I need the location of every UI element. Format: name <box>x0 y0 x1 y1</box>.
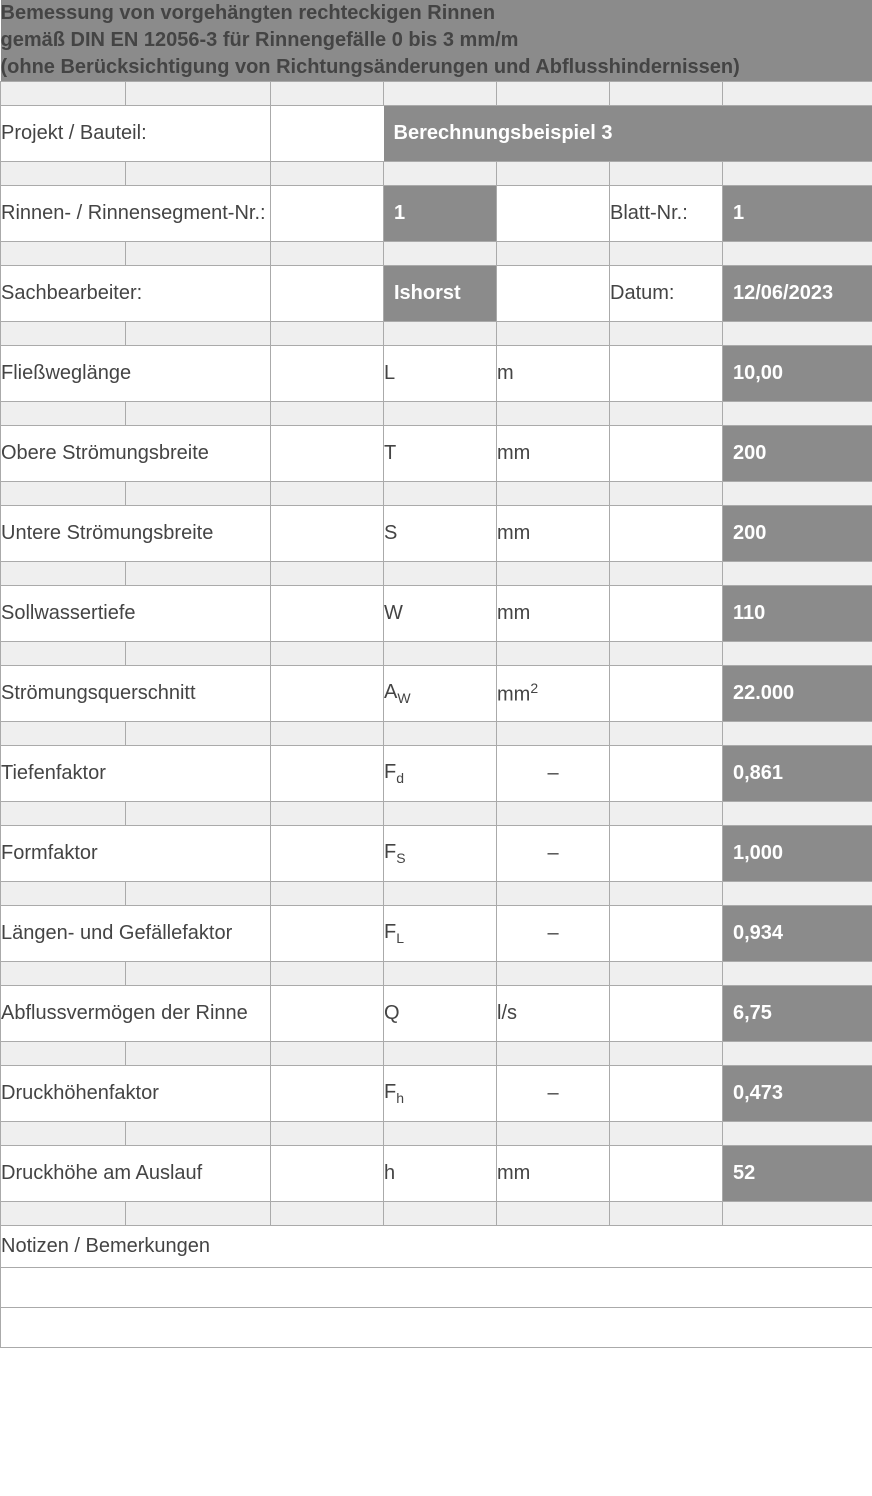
row-Q-sym: Q <box>384 986 497 1042</box>
project-value: Berechnungsbeispiel 3 <box>384 106 872 162</box>
date-label: Datum: <box>610 266 723 322</box>
row-Fh-label: Druckhöhenfaktor <box>1 1066 271 1122</box>
row-S-label: Untere Strömungsbreite <box>1 506 271 562</box>
row-Fh-sym: Fh <box>384 1066 497 1122</box>
row-Fh-value: 0,473 <box>723 1066 872 1122</box>
row-Q-label: Abflussvermögen der Rinne <box>1 986 271 1042</box>
row-S-value: 200 <box>723 506 872 562</box>
segment-label: Rinnen- / Rinnensegment-Nr.: <box>1 186 271 242</box>
row-W-sym: W <box>384 586 497 642</box>
form-header: Bemessung von vorgehängten rechteckigen … <box>1 0 872 82</box>
row-h-sym: h <box>384 1146 497 1202</box>
row-Fl-value: 0,934 <box>723 906 872 962</box>
notes-blank-2 <box>1 1308 872 1348</box>
row-L-unit: m <box>497 346 610 402</box>
row-Fl: Längen- und Gefällefaktor FL – 0,934 <box>1 906 872 962</box>
row-Aw-sym: AW <box>384 666 497 722</box>
row-Fd: Tiefenfaktor Fd – 0,861 <box>1 746 872 802</box>
row-Fd-unit: – <box>497 746 610 802</box>
row-Fl-unit: – <box>497 906 610 962</box>
project-label: Projekt / Bauteil: <box>1 106 271 162</box>
row-Aw-value: 22.000 <box>723 666 872 722</box>
row-T-sym: T <box>384 426 497 482</box>
row-W: Sollwassertiefe W mm 110 <box>1 586 872 642</box>
row-L-value: 10,00 <box>723 346 872 402</box>
clerk-label: Sachbearbeiter: <box>1 266 271 322</box>
row-h-label: Druckhöhe am Auslauf <box>1 1146 271 1202</box>
row-Fl-sym: FL <box>384 906 497 962</box>
row-h-unit: mm <box>497 1146 610 1202</box>
row-Aw: Strömungsquerschnitt AW mm2 22.000 <box>1 666 872 722</box>
row-Fs-unit: – <box>497 826 610 882</box>
row-Fs-value: 1,000 <box>723 826 872 882</box>
notes-label: Notizen / Bemerkungen <box>1 1226 872 1268</box>
row-S-sym: S <box>384 506 497 562</box>
notes-blank-1 <box>1 1268 872 1308</box>
calc-form-table: Bemessung von vorgehängten rechteckigen … <box>0 0 872 1348</box>
row-Q: Abflussvermögen der Rinne Q l/s 6,75 <box>1 986 872 1042</box>
row-Aw-label: Strömungsquerschnitt <box>1 666 271 722</box>
header-line1: Bemessung von vorgehängten rechteckigen … <box>1 2 496 24</box>
row-Fs-label: Formfaktor <box>1 826 271 882</box>
row-W-unit: mm <box>497 586 610 642</box>
row-Fd-label: Tiefenfaktor <box>1 746 271 802</box>
row-T-value: 200 <box>723 426 872 482</box>
row-Aw-unit: mm2 <box>497 666 610 722</box>
row-S-unit: mm <box>497 506 610 562</box>
row-T-label: Obere Strömungsbreite <box>1 426 271 482</box>
row-L: Fließweglänge L m 10,00 <box>1 346 872 402</box>
row-Fh-unit: – <box>497 1066 610 1122</box>
row-L-sym: L <box>384 346 497 402</box>
row-h-value: 52 <box>723 1146 872 1202</box>
sheet-value: 1 <box>723 186 872 242</box>
header-line2: gemäß DIN EN 12056-3 für Rinnengefälle 0… <box>1 29 519 51</box>
row-T-unit: mm <box>497 426 610 482</box>
sheet-label: Blatt-Nr.: <box>610 186 723 242</box>
row-W-value: 110 <box>723 586 872 642</box>
segment-value: 1 <box>384 186 497 242</box>
row-Fh: Druckhöhenfaktor Fh – 0,473 <box>1 1066 872 1122</box>
header-line3: (ohne Berücksichtigung von Richtungsände… <box>1 56 740 78</box>
row-Fs: Formfaktor FS – 1,000 <box>1 826 872 882</box>
row-Q-unit: l/s <box>497 986 610 1042</box>
row-Fd-value: 0,861 <box>723 746 872 802</box>
row-Fl-label: Längen- und Gefällefaktor <box>1 906 271 962</box>
clerk-value: Ishorst <box>384 266 497 322</box>
row-T: Obere Strömungsbreite T mm 200 <box>1 426 872 482</box>
row-h: Druckhöhe am Auslauf h mm 52 <box>1 1146 872 1202</box>
row-Q-value: 6,75 <box>723 986 872 1042</box>
date-value: 12/06/2023 <box>723 266 872 322</box>
row-Fs-sym: FS <box>384 826 497 882</box>
row-L-label: Fließweglänge <box>1 346 271 402</box>
row-Fd-sym: Fd <box>384 746 497 802</box>
row-W-label: Sollwassertiefe <box>1 586 271 642</box>
row-S: Untere Strömungsbreite S mm 200 <box>1 506 872 562</box>
